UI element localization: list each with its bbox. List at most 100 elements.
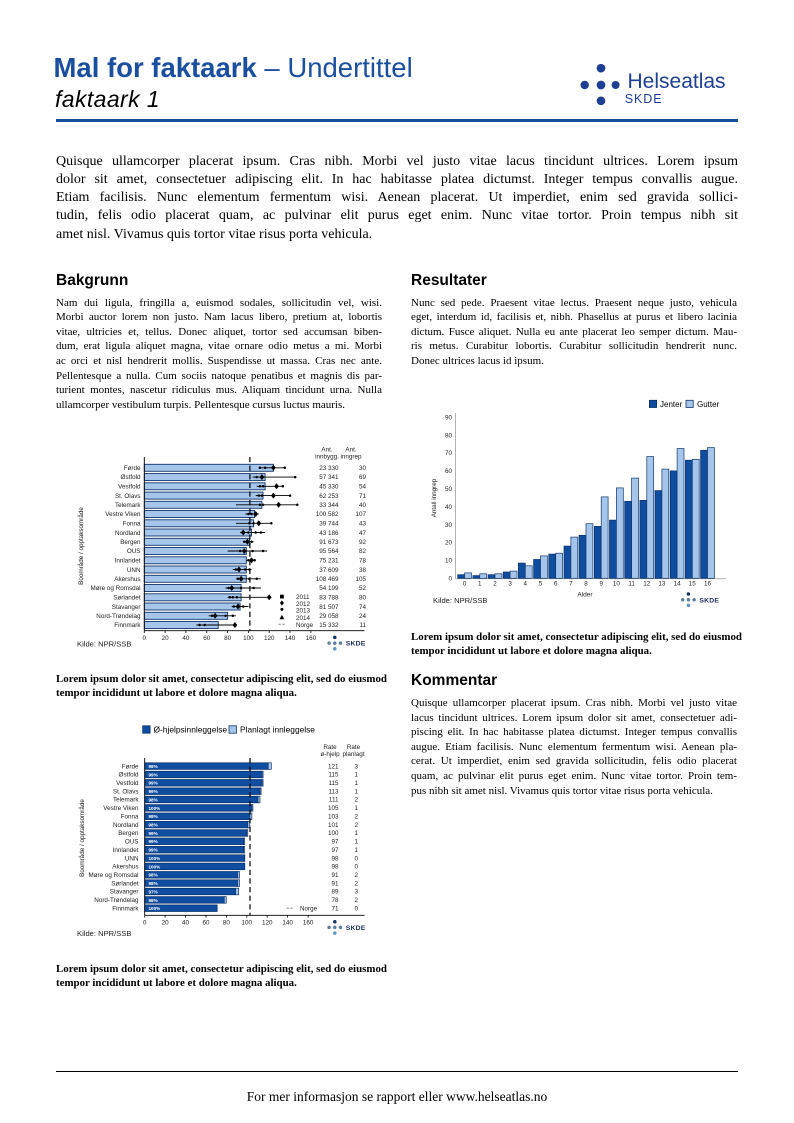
svg-text:101: 101 <box>328 822 339 829</box>
svg-text:Vestre Viken: Vestre Viken <box>105 511 141 518</box>
svg-text:innbygg.: innbygg. <box>315 454 339 461</box>
svg-text:3: 3 <box>354 889 358 896</box>
svg-text:Jenter: Jenter <box>660 400 683 409</box>
svg-text:Innlandet: Innlandet <box>115 558 141 565</box>
svg-text:29 058: 29 058 <box>319 613 339 620</box>
svg-text:Planlagt innleggelse: Planlagt innleggelse <box>240 724 315 734</box>
svg-text:12: 12 <box>643 580 651 587</box>
svg-text:Sørlandet: Sørlandet <box>111 880 139 887</box>
svg-text:40: 40 <box>182 635 190 642</box>
svg-text:Akershus: Akershus <box>114 576 140 583</box>
svg-text:3: 3 <box>354 763 358 770</box>
svg-text:100: 100 <box>243 635 254 642</box>
svg-text:Førde: Førde <box>124 465 141 472</box>
svg-text:60: 60 <box>203 635 211 642</box>
svg-text:113: 113 <box>328 788 339 795</box>
svg-text:2: 2 <box>354 814 358 821</box>
svg-text:2: 2 <box>354 897 358 904</box>
svg-text:0: 0 <box>354 905 358 912</box>
svg-text:15 332: 15 332 <box>319 622 339 629</box>
svg-text:82: 82 <box>359 548 367 555</box>
svg-text:Kilde: NPR/SSB: Kilde: NPR/SSB <box>77 929 131 938</box>
svg-text:140: 140 <box>285 635 296 642</box>
svg-text:97: 97 <box>331 839 339 846</box>
svg-text:OUS: OUS <box>127 548 141 555</box>
svg-text:40: 40 <box>182 920 190 927</box>
svg-text:UNN: UNN <box>125 855 139 862</box>
svg-text:1: 1 <box>354 839 358 846</box>
svg-text:Fonna: Fonna <box>123 521 141 528</box>
svg-text:105: 105 <box>355 576 366 583</box>
svg-text:95 564: 95 564 <box>319 548 339 555</box>
svg-text:Sørlandet: Sørlandet <box>113 595 141 602</box>
svg-text:81 507: 81 507 <box>319 604 339 611</box>
svg-text:2013: 2013 <box>296 608 311 615</box>
svg-text:Finnmark: Finnmark <box>112 905 139 912</box>
svg-text:7: 7 <box>569 580 573 587</box>
svg-text:inngrep: inngrep <box>340 454 362 461</box>
svg-text:2: 2 <box>354 880 358 887</box>
svg-text:98: 98 <box>331 855 339 862</box>
svg-text:UNN: UNN <box>127 567 141 574</box>
svg-text:Finnmark: Finnmark <box>114 622 141 629</box>
svg-text:40: 40 <box>445 504 453 511</box>
svg-text:Gutter: Gutter <box>697 400 720 409</box>
svg-text:Boområde / opptaksområde: Boområde / opptaksområde <box>78 799 86 877</box>
svg-text:90: 90 <box>445 414 453 421</box>
svg-text:Nordland: Nordland <box>115 530 141 537</box>
svg-text:Norge: Norge <box>300 905 318 912</box>
svg-text:Møre og Romsdal: Møre og Romsdal <box>88 872 138 879</box>
svg-text:2: 2 <box>493 580 497 587</box>
svg-text:120: 120 <box>264 635 275 642</box>
svg-text:1: 1 <box>354 805 358 812</box>
svg-text:60: 60 <box>202 920 210 927</box>
svg-text:2: 2 <box>354 822 358 829</box>
svg-text:78: 78 <box>359 558 367 565</box>
svg-text:0: 0 <box>143 920 147 927</box>
svg-text:St. Olavs: St. Olavs <box>115 493 141 500</box>
svg-text:Østfold: Østfold <box>119 772 139 779</box>
svg-text:115: 115 <box>328 780 339 787</box>
svg-text:Telemark: Telemark <box>115 502 141 509</box>
svg-text:20: 20 <box>445 540 453 547</box>
svg-text:50: 50 <box>445 486 453 493</box>
svg-text:140: 140 <box>282 920 293 927</box>
svg-text:100: 100 <box>328 830 339 837</box>
svg-text:100%: 100% <box>149 864 161 869</box>
svg-text:54: 54 <box>359 484 367 491</box>
svg-text:Ant.: Ant. <box>321 446 332 453</box>
svg-text:15: 15 <box>689 580 697 587</box>
svg-text:0: 0 <box>143 635 147 642</box>
svg-text:30: 30 <box>359 465 367 472</box>
svg-text:Innlandet: Innlandet <box>113 847 139 854</box>
svg-text:99%: 99% <box>149 848 158 853</box>
svg-text:OUS: OUS <box>125 839 139 846</box>
svg-text:98%: 98% <box>149 823 158 828</box>
svg-text:120: 120 <box>262 920 273 927</box>
svg-text:Stavanger: Stavanger <box>112 604 141 611</box>
svg-text:23 330: 23 330 <box>319 465 339 472</box>
svg-text:98%: 98% <box>149 873 158 878</box>
svg-text:0: 0 <box>463 580 467 587</box>
svg-text:57 341: 57 341 <box>319 474 339 481</box>
svg-text:SKDE: SKDE <box>699 597 719 604</box>
svg-text:Fonna: Fonna <box>121 814 139 821</box>
svg-text:71: 71 <box>359 493 367 500</box>
svg-text:103: 103 <box>328 814 339 821</box>
svg-text:2012: 2012 <box>296 601 311 608</box>
svg-text:Kilde: NPR/SSB: Kilde: NPR/SSB <box>433 596 487 605</box>
svg-text:Norge: Norge <box>296 622 314 629</box>
svg-text:14: 14 <box>674 580 682 587</box>
svg-text:Vestfold: Vestfold <box>116 780 139 787</box>
svg-text:Førde: Førde <box>122 763 139 770</box>
svg-text:Vestfold: Vestfold <box>118 484 141 491</box>
svg-text:0: 0 <box>354 864 358 871</box>
svg-text:ø-hjelp: ø-hjelp <box>320 751 340 758</box>
svg-text:98%: 98% <box>149 814 158 819</box>
svg-text:47: 47 <box>359 530 367 537</box>
svg-text:1: 1 <box>354 772 358 779</box>
svg-text:Kilde: NPR/SSB: Kilde: NPR/SSB <box>77 640 131 649</box>
svg-text:2011: 2011 <box>296 594 310 601</box>
svg-text:1: 1 <box>478 580 482 587</box>
svg-text:1: 1 <box>354 830 358 837</box>
